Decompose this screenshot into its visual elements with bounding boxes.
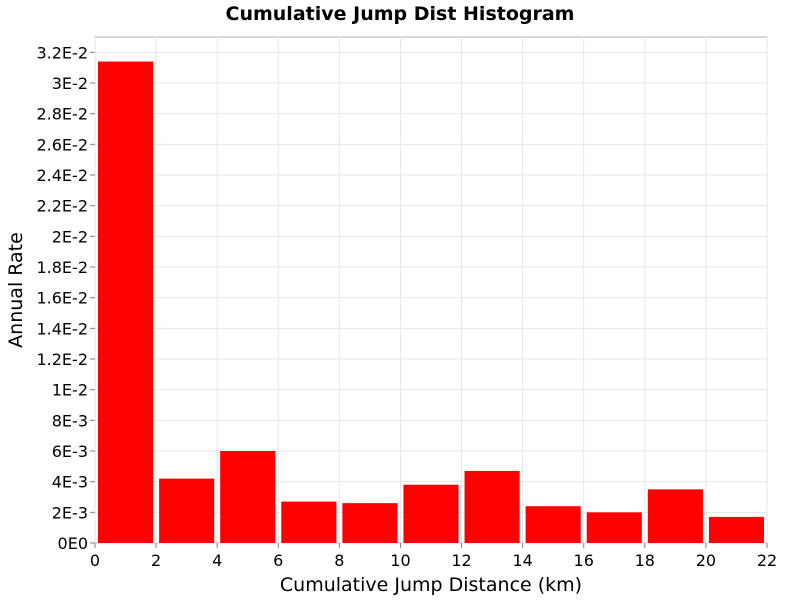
- y-tick-label: 8E-3: [52, 411, 88, 430]
- histogram-bar: [586, 512, 642, 543]
- x-tick-label: 0: [90, 551, 100, 570]
- histogram-bar: [342, 503, 398, 543]
- x-tick-label: 12: [451, 551, 471, 570]
- histogram-bar: [98, 61, 154, 544]
- x-tick-label: 22: [757, 551, 777, 570]
- y-tick-label: 2.2E-2: [36, 197, 88, 216]
- y-tick-label: 2E-3: [52, 503, 88, 522]
- histogram-bar: [464, 470, 520, 543]
- y-axis-ticks: 0E0 2E-3 4E-3 6E-3 8E-3 1E-2 1.2E-2 1.4E-2 1.6E-…: [36, 43, 95, 553]
- x-tick-label: 14: [512, 551, 532, 570]
- grid-lines: [94, 37, 768, 544]
- histogram-bar: [647, 489, 703, 543]
- histogram-bar: [159, 478, 215, 543]
- histogram-bar: [525, 506, 581, 543]
- y-tick-label: 1.8E-2: [36, 258, 88, 277]
- y-tick-label: 6E-3: [52, 442, 88, 461]
- y-tick-label: 4E-3: [52, 473, 88, 492]
- y-tick-label: 2E-2: [52, 227, 88, 246]
- x-tick-label: 10: [390, 551, 410, 570]
- x-tick-label: 18: [635, 551, 655, 570]
- x-axis-label: Cumulative Jump Distance (km): [280, 574, 582, 596]
- plot-area: [94, 36, 768, 544]
- x-tick-label: 4: [212, 551, 222, 570]
- y-axis-label: Annual Rate: [5, 232, 27, 348]
- x-tick-label: 20: [696, 551, 716, 570]
- y-tick-label: 2.6E-2: [36, 135, 88, 154]
- histogram-bar: [708, 516, 764, 543]
- y-tick-label: 1.6E-2: [36, 289, 88, 308]
- x-tick-label: 8: [334, 551, 344, 570]
- y-tick-label: 0E0: [58, 534, 88, 553]
- y-tick-label: 2.4E-2: [36, 166, 88, 185]
- bars: [98, 61, 764, 544]
- y-tick-label: 1E-2: [52, 381, 88, 400]
- chart-title: Cumulative Jump Dist Histogram: [226, 3, 575, 25]
- histogram-bar: [403, 484, 459, 543]
- y-tick-label: 1.4E-2: [36, 319, 88, 338]
- x-tick-label: 2: [151, 551, 161, 570]
- x-tick-label: 6: [273, 551, 283, 570]
- x-axis-ticks: 0 2 4 6 8 10 12 14 16 18 20 22: [90, 543, 777, 570]
- y-tick-label: 1.2E-2: [36, 350, 88, 369]
- histogram-bar: [281, 501, 337, 543]
- histogram-bar: [220, 451, 276, 543]
- y-tick-label: 3E-2: [52, 74, 88, 93]
- y-tick-label: 3.2E-2: [36, 43, 88, 62]
- y-tick-label: 2.8E-2: [36, 105, 88, 124]
- x-tick-label: 16: [574, 551, 594, 570]
